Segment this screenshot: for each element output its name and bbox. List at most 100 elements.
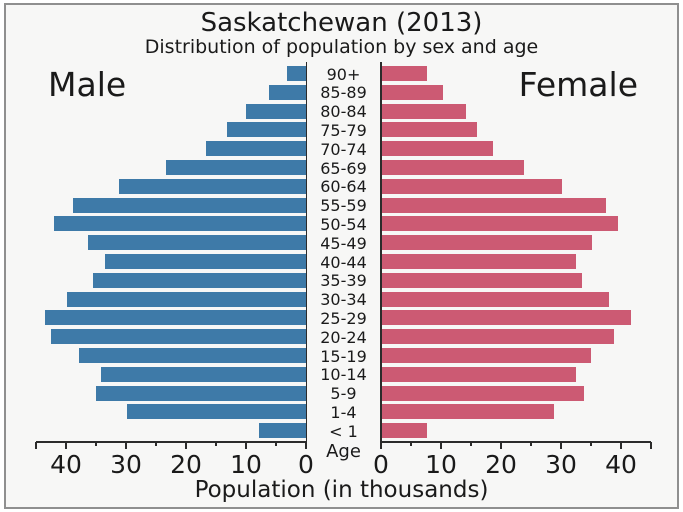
x-axis-title: Population (in thousands) [194,477,489,503]
age-group-label-15-19: 15-19 [320,346,367,366]
female-axis-tick-15 [470,442,472,446]
male-bar-70-74 [205,141,306,157]
female-bar-40-44 [382,254,576,269]
female-bar-1 [382,423,427,439]
age-group-label-35-39: 35-39 [320,271,367,291]
male-axis-tick-25 [155,442,157,446]
age-group-label-10-14: 10-14 [320,365,367,385]
female-axis-tick-35 [590,442,592,446]
female-axis-tick-25 [530,442,532,446]
female-zero-axis-spine [380,62,382,442]
age-group-label-65-69: 65-69 [320,158,367,178]
male-axis-tick-15 [215,442,217,446]
female-axis-tick-0 [380,442,382,449]
male-bar-20-24 [51,329,306,345]
age-group-label-75-79: 75-79 [320,120,367,140]
male-bar-55-59 [73,197,306,213]
female-bar-35-39 [382,272,583,288]
female-bar-20-24 [382,329,615,345]
age-group-label-60-64: 60-64 [320,177,367,197]
age-group-label-25-29: 25-29 [320,308,367,328]
female-axis-tick-label-30: 30 [545,450,577,479]
male-bar-45-49 [88,235,306,251]
female-bar-15-19 [382,348,591,363]
male-bar-90 [286,66,306,81]
female-bar-75-79 [382,122,477,138]
female-bar-90 [382,66,427,81]
male-x-axis-line [36,441,306,443]
female-axis-tick-label-20: 20 [485,450,517,479]
male-axis-tick-0 [305,442,307,449]
age-group-label-1: < 1 [329,421,358,441]
male-bar-60-64 [118,178,306,194]
male-axis-tick-label-10: 10 [230,450,262,479]
male-bar-5-9 [96,385,306,401]
female-bar-45-49 [382,235,592,251]
male-bar-50-54 [54,216,306,232]
male-bar-1-4 [127,404,306,420]
chart-subtitle: Distribution of population by sex and ag… [144,36,539,58]
male-bar-15-19 [79,348,306,363]
male-axis-tick-5 [275,442,277,446]
age-group-label-30-34: 30-34 [320,290,367,310]
age-group-label-5-9: 5-9 [330,384,357,404]
male-axis-tick-45 [35,442,37,449]
female-bar-85-89 [382,84,443,100]
female-bar-55-59 [382,197,606,213]
male-bar-80-84 [246,103,306,119]
age-group-label-90: 90+ [326,64,361,84]
male-bar-1 [259,423,306,439]
male-zero-axis-spine [305,62,307,442]
male-bar-65-69 [166,160,306,175]
male-axis-tick-label-40: 40 [50,450,82,479]
male-axis-tick-label-20: 20 [170,450,202,479]
age-group-label-40-44: 40-44 [320,252,367,272]
female-axis-tick-label-40: 40 [605,450,637,479]
age-group-label-70-74: 70-74 [320,139,367,159]
female-axis-tick-label-0: 0 [373,450,389,479]
age-axis-title: Age [326,441,361,462]
male-bar-10-14 [100,366,306,382]
female-axis-tick-30 [560,442,562,449]
male-axis-tick-label-30: 30 [110,450,142,479]
chart-title: Saskatchewan (2013) [200,8,483,38]
age-group-label-55-59: 55-59 [320,196,367,216]
male-bar-85-89 [268,84,306,100]
female-axis-tick-40 [620,442,622,449]
male-series-label: Male [48,65,127,104]
female-x-axis-line [381,441,651,443]
age-group-label-50-54: 50-54 [320,214,367,234]
male-bar-35-39 [93,272,306,288]
female-series-label: Female [518,65,638,104]
female-bar-50-54 [382,216,618,232]
male-bar-75-79 [226,122,306,138]
male-axis-tick-label-0: 0 [298,450,314,479]
age-group-label-80-84: 80-84 [320,102,367,122]
female-bar-1-4 [382,404,554,420]
female-bar-25-29 [382,310,631,326]
female-bar-5-9 [382,385,585,401]
age-group-label-85-89: 85-89 [320,83,367,103]
female-axis-tick-45 [650,442,652,449]
male-bar-30-34 [67,291,306,307]
female-axis-tick-5 [410,442,412,446]
male-axis-tick-20 [185,442,187,449]
age-group-label-20-24: 20-24 [320,327,367,347]
female-bar-80-84 [382,103,466,119]
female-bar-60-64 [382,178,562,194]
age-group-label-45-49: 45-49 [320,233,367,253]
male-axis-tick-40 [65,442,67,449]
male-bar-40-44 [105,254,306,269]
age-group-label-1-4: 1-4 [330,402,357,422]
female-bar-30-34 [382,291,609,307]
male-bar-25-29 [45,310,306,326]
female-bar-65-69 [382,160,525,175]
female-axis-tick-label-10: 10 [425,450,457,479]
female-bar-10-14 [382,366,577,382]
female-bar-70-74 [382,141,493,157]
female-axis-tick-20 [500,442,502,449]
male-axis-tick-10 [245,442,247,449]
male-axis-tick-35 [95,442,97,446]
male-axis-tick-30 [125,442,127,449]
